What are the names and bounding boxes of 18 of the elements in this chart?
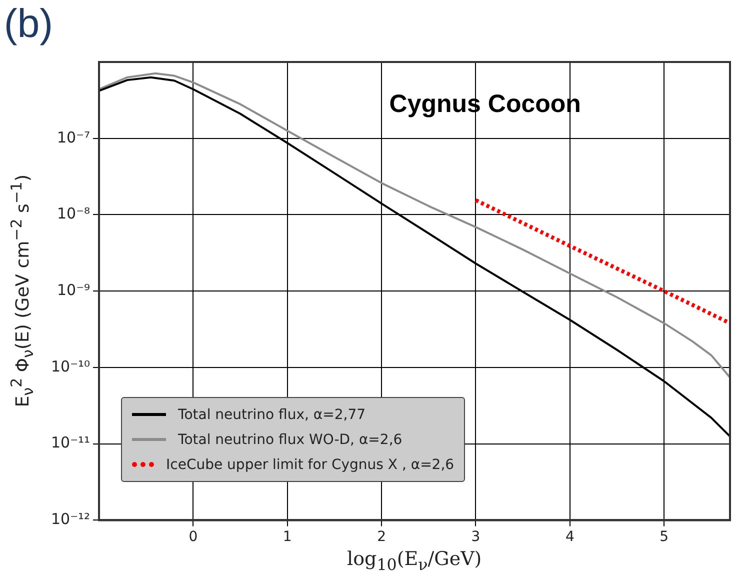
x-tick-label: 2	[377, 529, 386, 546]
x-tick-label: 0	[188, 529, 198, 546]
y-tick-label: 10⁻⁷	[57, 128, 90, 146]
text: (b)	[4, 2, 53, 47]
x-axis-title: log$_{10}$(E$_{ν}$/GeV)	[347, 548, 482, 574]
x-tick-label: 1	[282, 529, 292, 546]
y-tick-label: 10⁻¹²	[51, 510, 90, 528]
y-tick-label: 10⁻¹⁰	[51, 357, 90, 376]
legend-label: Total neutrino flux WO-D, α=2,6	[178, 432, 402, 448]
y-tick-label: 10⁻⁸	[57, 204, 90, 223]
y-tick-label: 10⁻¹¹	[51, 434, 90, 452]
line-series	[474, 198, 730, 326]
y-tick-label: 10⁻⁹	[57, 280, 90, 299]
x-tick-label: 4	[565, 529, 574, 546]
legend-label: Total neutrino flux, α=2,77	[178, 406, 366, 423]
legend-label: IceCube upper limit for Cygnus X , α=2,6	[166, 456, 454, 473]
x-tick-label: 5	[660, 529, 669, 546]
x-tick-label: 3	[471, 529, 480, 546]
